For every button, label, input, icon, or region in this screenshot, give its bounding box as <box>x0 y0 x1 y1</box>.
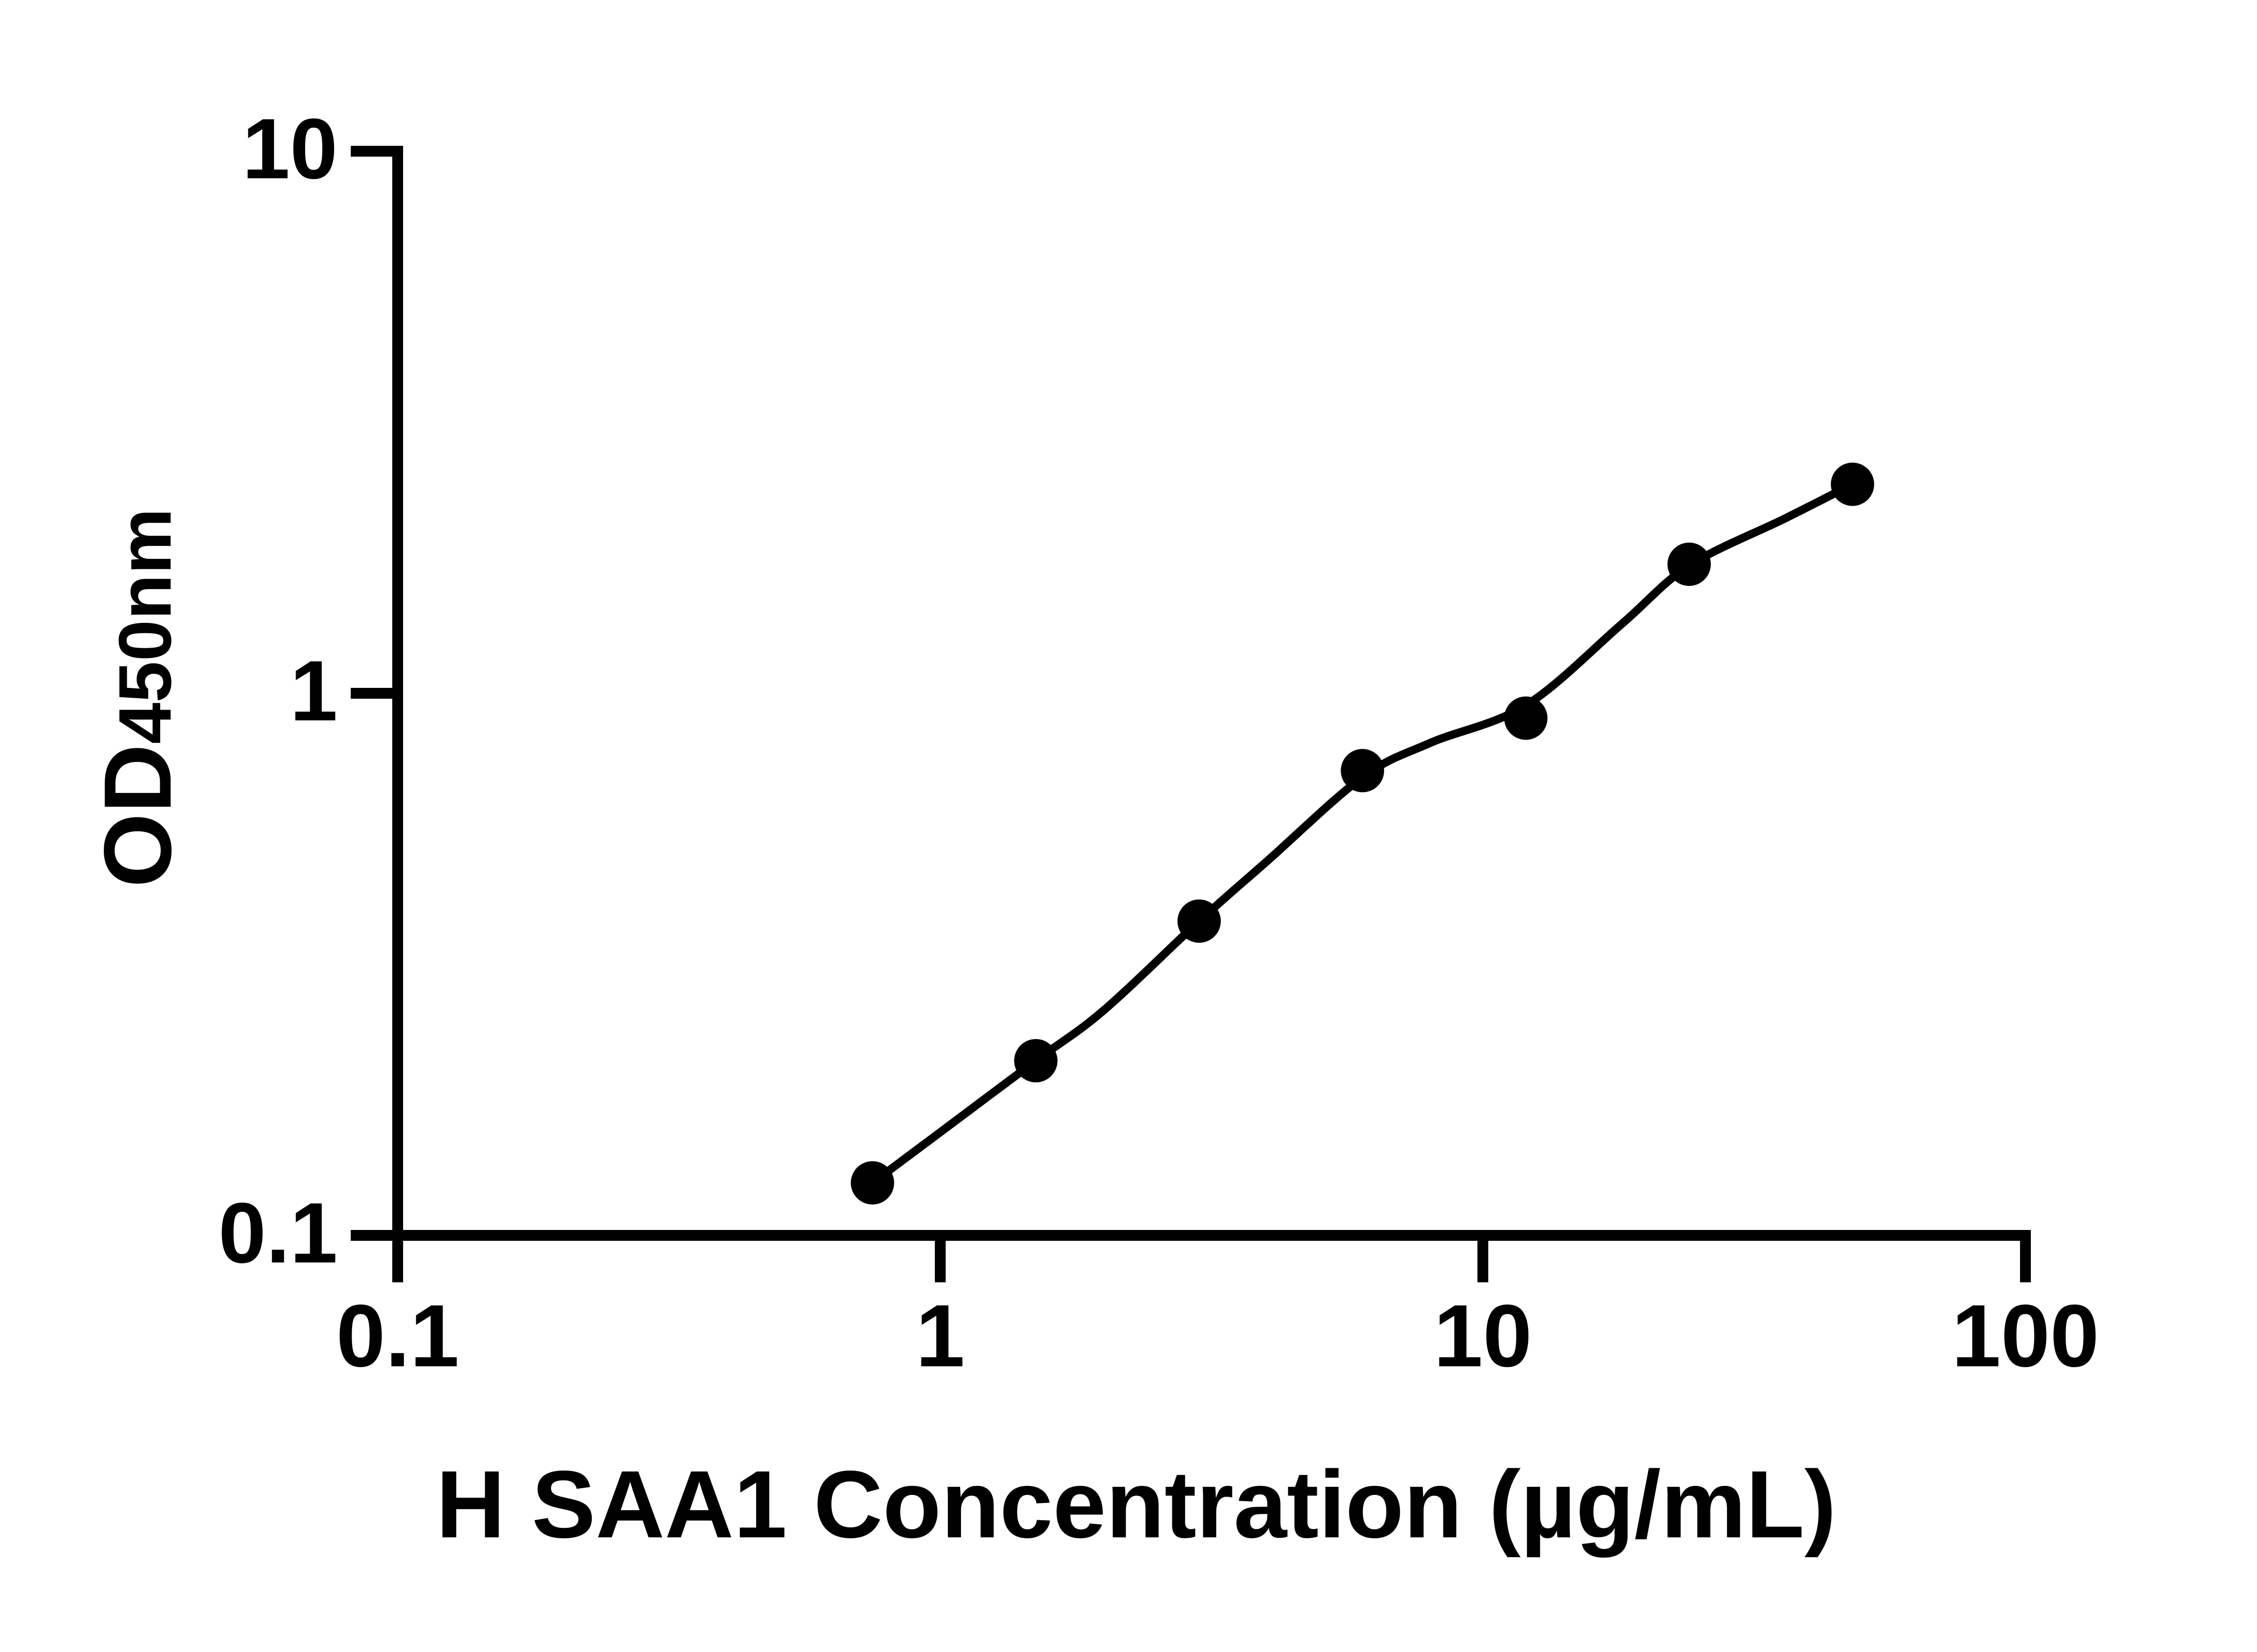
x-tick-label: 100 <box>1951 1286 2099 1385</box>
y-axis-title-main: OD <box>84 744 191 888</box>
data-point-marker <box>1504 696 1548 740</box>
standard-curve-path <box>868 480 1857 1187</box>
data-point-marker <box>1341 749 1384 793</box>
y-tick-label: 10 <box>242 101 338 197</box>
y-tick-label: 0.1 <box>218 1185 338 1281</box>
x-tick-label: 1 <box>915 1286 965 1385</box>
x-tick-label: 10 <box>1433 1286 1532 1385</box>
data-point-marker <box>850 1161 894 1205</box>
data-points <box>850 462 1874 1205</box>
data-point-marker <box>1177 899 1221 943</box>
fit-curve <box>868 480 1857 1187</box>
x-axis-title: H SAA1 Concentration (µg/mL) <box>436 1451 1836 1558</box>
data-point-marker <box>1830 462 1874 506</box>
data-point-marker <box>1014 1039 1058 1082</box>
axis-ticks <box>351 146 2031 1282</box>
y-tick-label: 1 <box>290 643 338 739</box>
axes <box>392 146 2031 1241</box>
y-axis-title-subscript: 450nm <box>103 508 186 744</box>
x-tick-label: 0.1 <box>336 1286 460 1385</box>
y-axis-title: OD450nm <box>84 472 191 923</box>
data-point-marker <box>1667 543 1711 586</box>
